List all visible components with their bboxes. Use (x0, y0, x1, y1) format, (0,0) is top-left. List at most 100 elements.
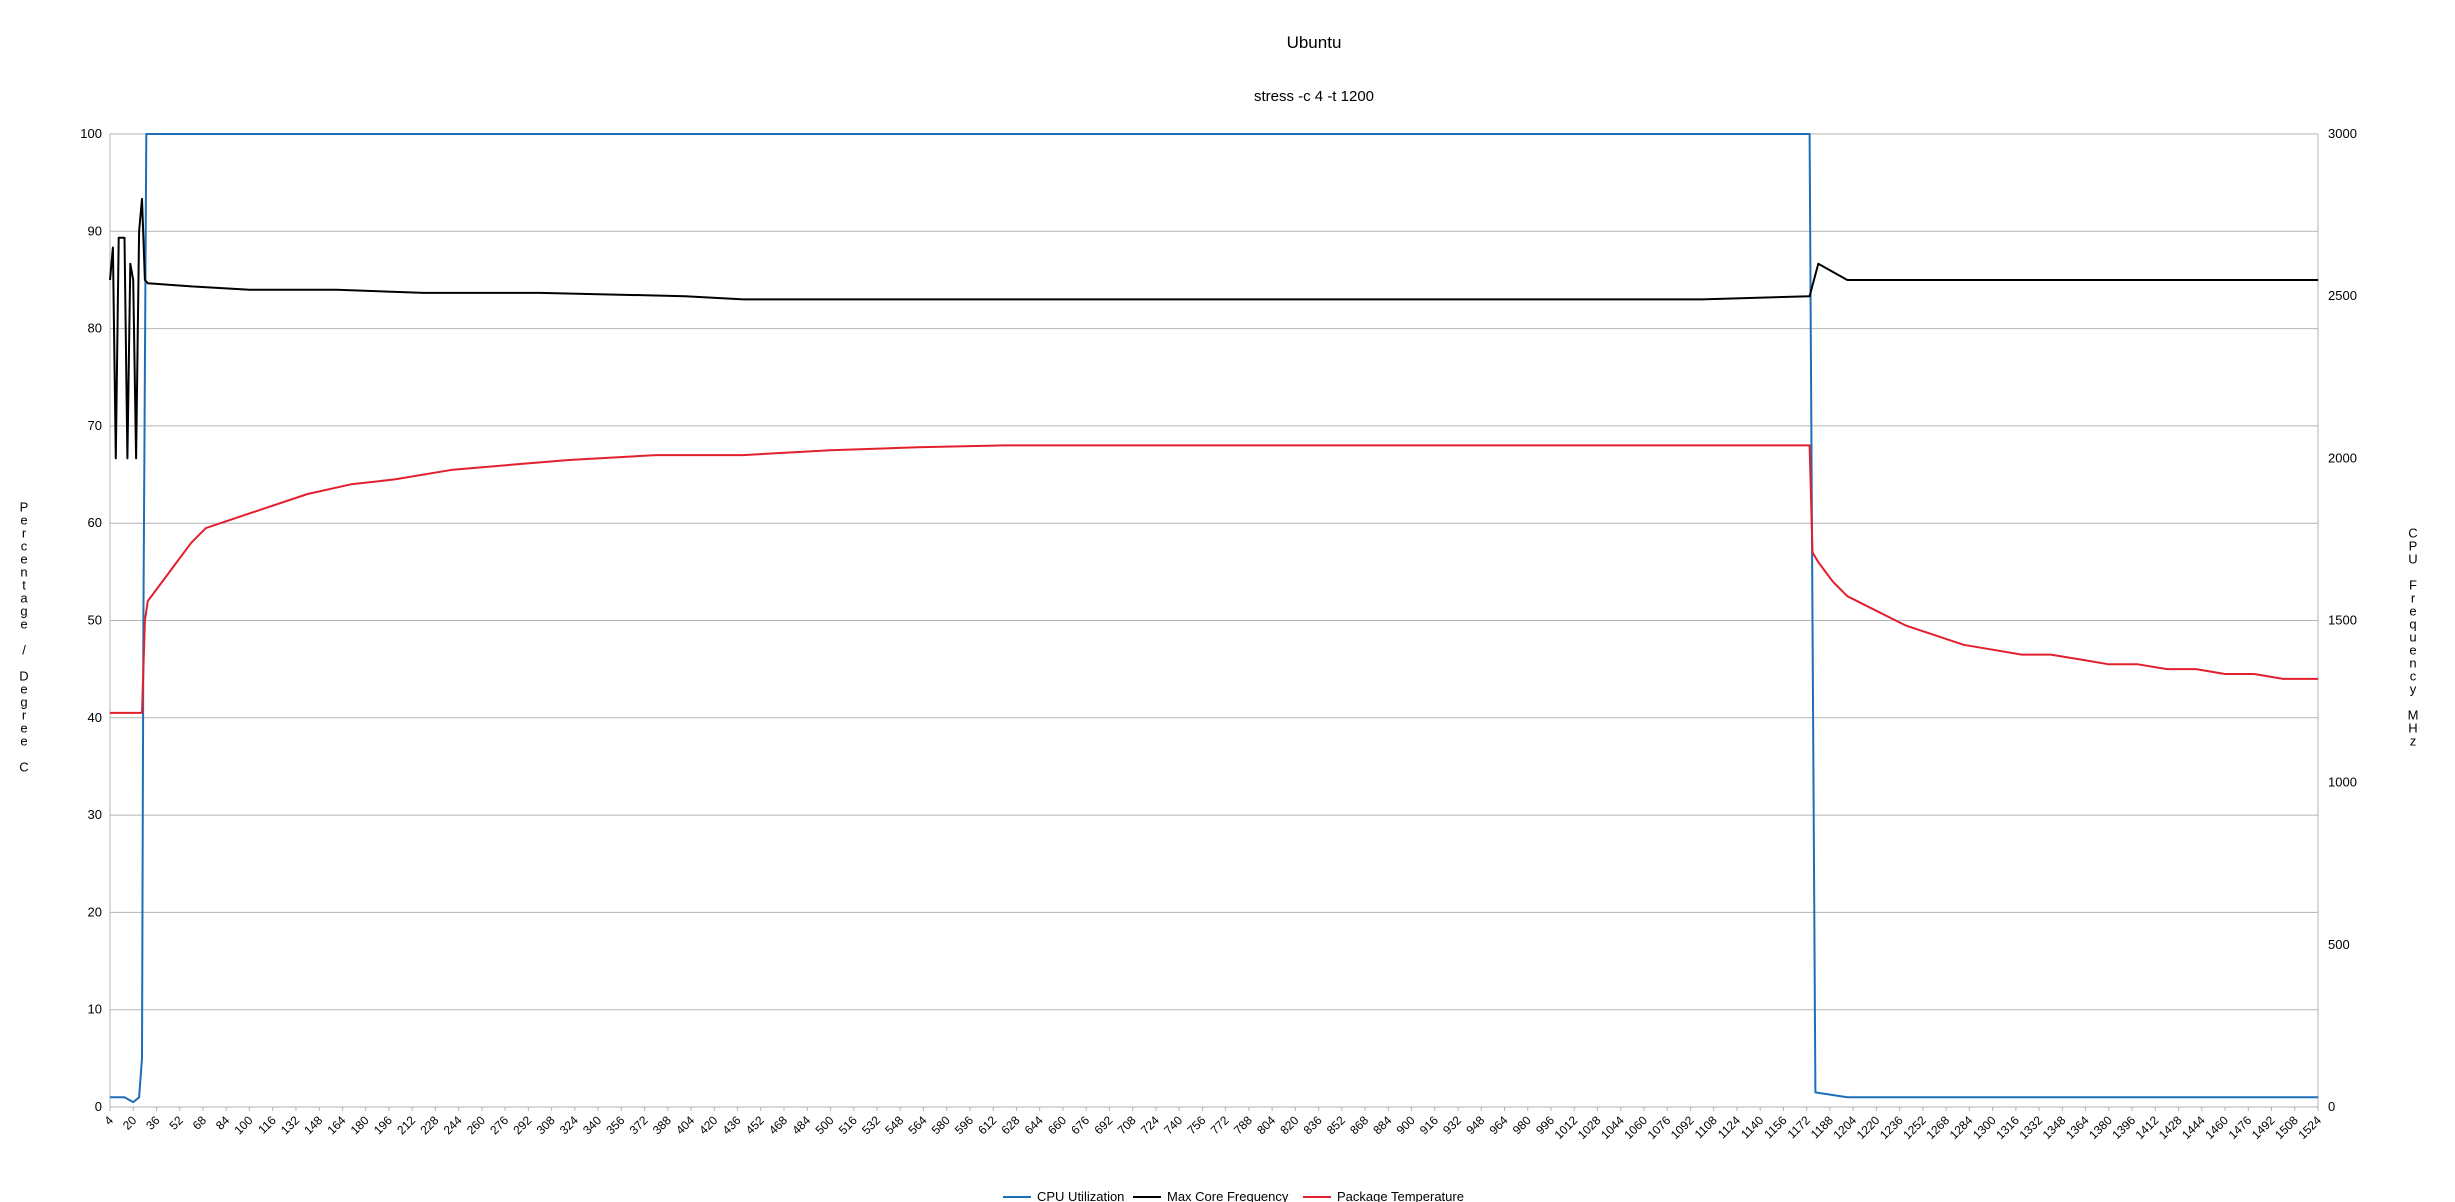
y-left-tick-label: 40 (88, 710, 102, 725)
y-right-axis-title-letter: y (2410, 682, 2417, 697)
y-right-axis-title-letter: c (2410, 669, 2417, 684)
series-line-0 (110, 133, 2318, 1104)
x-tick-label: 20 (120, 1113, 140, 1133)
x-tick-label: 1396 (2109, 1113, 2138, 1142)
x-tick-label: 868 (1347, 1113, 1371, 1137)
x-tick-label: 1380 (2086, 1113, 2115, 1142)
x-tick-label: 500 (813, 1113, 837, 1137)
y-left-axis-title-letter: e (20, 734, 27, 749)
y-left-axis-title-letter: n (20, 565, 27, 580)
legend-label-2: Package Temperature (1337, 1189, 1464, 1202)
x-tick-label: 788 (1231, 1113, 1255, 1137)
x-tick-label: 516 (836, 1113, 860, 1137)
x-tick-label: 1460 (2202, 1113, 2231, 1142)
x-tick-label: 404 (673, 1113, 697, 1137)
y-left-tick-label: 10 (88, 1002, 102, 1017)
x-tick-label: 1236 (1877, 1113, 1906, 1142)
y-left-axis-title-letter: c (21, 539, 28, 554)
x-tick-label: 116 (255, 1113, 279, 1137)
y-right-axis-title-letter: P (2409, 539, 2418, 554)
y-left-axis-title-letter: a (20, 591, 28, 606)
x-tick-label: 900 (1394, 1113, 1418, 1137)
x-tick-label: 740 (1161, 1113, 1185, 1137)
y-right-axis-title-letter: z (2410, 734, 2417, 749)
x-tick-label: 1204 (1830, 1113, 1859, 1142)
x-tick-label: 228 (417, 1113, 441, 1137)
x-tick-label: 1044 (1598, 1113, 1627, 1142)
x-tick-label: 580 (929, 1113, 953, 1137)
y-left-tick-label: 70 (88, 418, 102, 433)
x-tick-label: 1076 (1645, 1113, 1674, 1142)
y-right-tick-label: 2000 (2328, 450, 2357, 465)
y-right-tick-label: 1000 (2328, 775, 2357, 790)
y-right-axis-title-letter: u (2409, 630, 2416, 645)
y-right-axis-title-letter: e (2409, 643, 2416, 658)
x-tick-label: 1156 (1761, 1113, 1789, 1141)
y-right-axis-title-letter: H (2408, 721, 2417, 736)
x-tick-label: 644 (1022, 1113, 1046, 1137)
y-left-axis-title-letter: r (22, 526, 27, 541)
y-right-tick-label: 1500 (2328, 613, 2357, 628)
x-tick-label: 276 (487, 1113, 511, 1137)
x-tick-label: 708 (1115, 1113, 1139, 1137)
x-tick-label: 372 (627, 1113, 651, 1137)
x-tick-label: 1188 (1808, 1113, 1836, 1141)
y-right-tick-label: 500 (2328, 937, 2350, 952)
x-tick-label: 1492 (2249, 1113, 2278, 1142)
x-tick-label: 1316 (1993, 1113, 2022, 1142)
x-tick-label: 836 (1301, 1113, 1325, 1137)
y-left-axis-title-letter: g (20, 604, 27, 619)
x-tick-label: 564 (906, 1113, 930, 1137)
x-tick-label: 772 (1208, 1113, 1232, 1137)
x-tick-label: 692 (1091, 1113, 1115, 1137)
x-tick-label: 1220 (1854, 1113, 1883, 1142)
y-left-axis-title-letter: / (22, 643, 26, 658)
y-left-axis-title-letter: e (20, 513, 27, 528)
y-right-axis-title-letter: e (2409, 604, 2416, 619)
x-tick-label: 100 (232, 1113, 256, 1137)
x-tick-label: 1524 (2295, 1113, 2324, 1142)
x-tick-label: 36 (143, 1113, 163, 1133)
y-right-axis-title-letter: F (2409, 578, 2417, 593)
x-tick-label: 1028 (1575, 1113, 1604, 1142)
x-tick-label: 1140 (1738, 1113, 1766, 1141)
x-tick-label: 1012 (1552, 1113, 1581, 1142)
x-tick-label: 820 (1277, 1113, 1301, 1137)
x-tick-label: 932 (1440, 1113, 1464, 1137)
x-tick-label: 1332 (2016, 1113, 2045, 1142)
x-tick-label: 1412 (2133, 1113, 2162, 1142)
y-left-tick-label: 90 (88, 223, 102, 238)
x-tick-label: 468 (766, 1113, 790, 1137)
x-tick-label: 196 (371, 1113, 395, 1137)
x-tick-label: 532 (859, 1113, 883, 1137)
y-right-axis-title-letter: U (2408, 552, 2417, 567)
y-right-axis-title-letter: r (2411, 591, 2416, 606)
y-left-axis-title-letter: e (20, 552, 27, 567)
y-left-axis-title-letter: e (20, 682, 27, 697)
x-tick-label: 1268 (1923, 1113, 1952, 1142)
x-tick-label: 948 (1463, 1113, 1487, 1137)
legend-label-0: CPU Utilization (1037, 1189, 1124, 1202)
y-left-tick-label: 50 (88, 613, 102, 628)
y-right-axis-title-letter: C (2408, 526, 2417, 541)
y-right-axis-title-letter: M (2408, 708, 2419, 723)
legend-label-1: Max Core Frequency (1167, 1189, 1289, 1202)
y-left-axis-title-letter: t (22, 578, 26, 593)
x-tick-label: 452 (743, 1113, 767, 1137)
x-tick-label: 916 (1417, 1113, 1441, 1137)
x-tick-label: 724 (1138, 1113, 1162, 1137)
x-tick-label: 1364 (2063, 1113, 2092, 1142)
x-tick-label: 676 (1068, 1113, 1092, 1137)
y-right-tick-label: 3000 (2328, 126, 2357, 141)
x-tick-label: 1476 (2226, 1113, 2255, 1142)
y-left-axis-title-letter: P (20, 500, 29, 515)
series-line-1 (109, 197, 2318, 460)
x-tick-label: 356 (603, 1113, 627, 1137)
x-tick-label: 308 (534, 1113, 558, 1137)
x-tick-label: 1124 (1715, 1113, 1743, 1141)
x-tick-label: 660 (1045, 1113, 1069, 1137)
x-tick-label: 1284 (1947, 1113, 1976, 1142)
y-left-axis-title-letter: D (19, 669, 28, 684)
